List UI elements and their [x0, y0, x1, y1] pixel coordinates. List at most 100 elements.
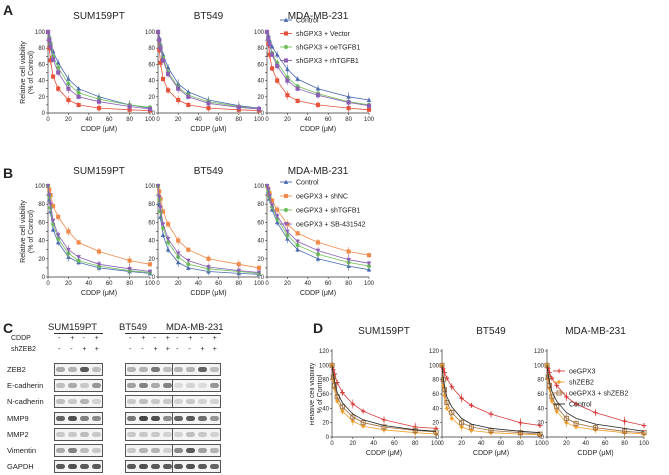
blot-band	[79, 431, 90, 437]
legend-marker	[556, 390, 562, 396]
blot-band	[126, 415, 136, 421]
data-point	[488, 411, 494, 417]
cddp-sign: -	[129, 335, 132, 342]
shzeb2-sign: +	[94, 346, 99, 353]
blot-box	[54, 363, 103, 376]
data-point	[66, 81, 71, 86]
data-point	[592, 425, 599, 431]
blot-band	[138, 431, 148, 437]
cddp-sign: -	[200, 335, 203, 342]
series-line	[331, 365, 437, 435]
blot-band	[210, 431, 220, 437]
y-tick-label: 40	[38, 239, 45, 245]
x-tick-label: 60	[106, 281, 113, 287]
legend-item: oeGPX3	[553, 369, 596, 376]
data-point	[50, 218, 56, 223]
subplot-title: SUM159PT	[358, 326, 410, 337]
x-tick-label: 40	[85, 281, 92, 287]
cddp-sign: +	[70, 335, 75, 342]
x-tick-label: 0	[440, 441, 444, 447]
subplot-title: BT549	[476, 326, 506, 337]
x-tick-label: 40	[582, 441, 589, 447]
shzeb2-sign: +	[153, 346, 158, 353]
legend-label: shGPX3 + oeTGFB1	[296, 45, 360, 52]
subplot-title: MDA-MB-231	[288, 11, 349, 22]
y-tick-label: 60	[38, 62, 45, 68]
data-point	[517, 430, 523, 436]
y-tick-label: 40	[38, 79, 45, 85]
data-point	[96, 99, 102, 104]
series-oegpx3	[439, 362, 543, 429]
series-shgpx3-rhtgfb1	[264, 29, 372, 109]
y-tick-label: 0	[541, 435, 545, 441]
legend-label: oeGPX3 + shZEB2	[569, 391, 628, 398]
y-tick-label: 40	[148, 239, 155, 245]
panel-label-b: B	[3, 165, 14, 181]
blot-band	[150, 448, 161, 453]
data-point	[641, 430, 647, 436]
y-tick-label: 0	[436, 435, 440, 441]
blot-band	[126, 367, 136, 372]
series-oegpx3	[329, 362, 439, 432]
x-tick-label: 20	[349, 441, 356, 447]
legend-item: oeGPX3 + shZEB2	[553, 390, 628, 398]
y-tick-label: 60	[537, 392, 544, 398]
data-point	[76, 90, 81, 95]
data-point	[549, 394, 555, 400]
blot-band	[150, 431, 161, 437]
data-point	[48, 202, 53, 207]
data-point	[176, 238, 181, 243]
protein-label: MMP9	[7, 413, 29, 423]
data-point	[366, 253, 372, 258]
data-point	[267, 194, 272, 199]
data-point	[346, 257, 351, 263]
blot-band	[126, 464, 136, 470]
data-point	[160, 76, 166, 82]
x-tick-label: 40	[195, 117, 202, 123]
y-tick-label: 80	[148, 202, 155, 208]
data-point	[166, 240, 171, 245]
legend-item: oeGPX3 + shTGFB1	[280, 208, 360, 215]
data-point	[275, 207, 280, 212]
blot-band	[173, 367, 183, 372]
data-point	[346, 249, 351, 254]
y-tick-label: 100	[145, 184, 156, 190]
data-point	[265, 187, 271, 192]
data-point	[469, 403, 474, 408]
y-tick-label: 100	[254, 184, 265, 190]
series-oegpx3-shzeb2	[329, 362, 439, 436]
blot-box	[54, 379, 103, 393]
data-point	[346, 94, 351, 99]
data-point	[285, 229, 290, 234]
data-point	[285, 93, 290, 98]
data-point	[459, 420, 465, 426]
data-point	[166, 72, 171, 77]
series-oegpx3-shnc	[45, 183, 153, 267]
blot-box	[54, 427, 103, 441]
data-point	[350, 414, 356, 420]
data-point	[165, 247, 171, 252]
y-tick-label: 40	[432, 406, 439, 412]
subplot-title: BT549	[194, 166, 224, 177]
shzeb2-sign: -	[129, 346, 132, 353]
x-tick-label: 60	[325, 117, 332, 123]
legend-item: oeGPX3 + shNC	[280, 194, 348, 201]
legend-item: shGPX3 + Vector	[280, 31, 351, 38]
data-point	[166, 222, 171, 227]
data-point	[236, 262, 241, 267]
data-point	[554, 383, 559, 388]
data-point	[360, 420, 366, 426]
data-point	[622, 418, 627, 424]
data-point	[449, 410, 455, 416]
y-tick-label: 100	[429, 363, 440, 369]
blot-band	[67, 383, 77, 389]
series-line	[441, 365, 541, 426]
data-point	[46, 193, 52, 198]
blot-box	[54, 460, 103, 474]
data-point	[274, 214, 280, 219]
series-oegpx3-sb-431542	[45, 183, 153, 275]
series-line	[441, 365, 541, 435]
data-point	[554, 404, 560, 410]
legend-item: Control	[280, 18, 319, 25]
panel-d-chart: SUM159PT 0 20 40 60 80 100 120 0 20 40 60 80 100 CDDP …	[310, 326, 650, 457]
